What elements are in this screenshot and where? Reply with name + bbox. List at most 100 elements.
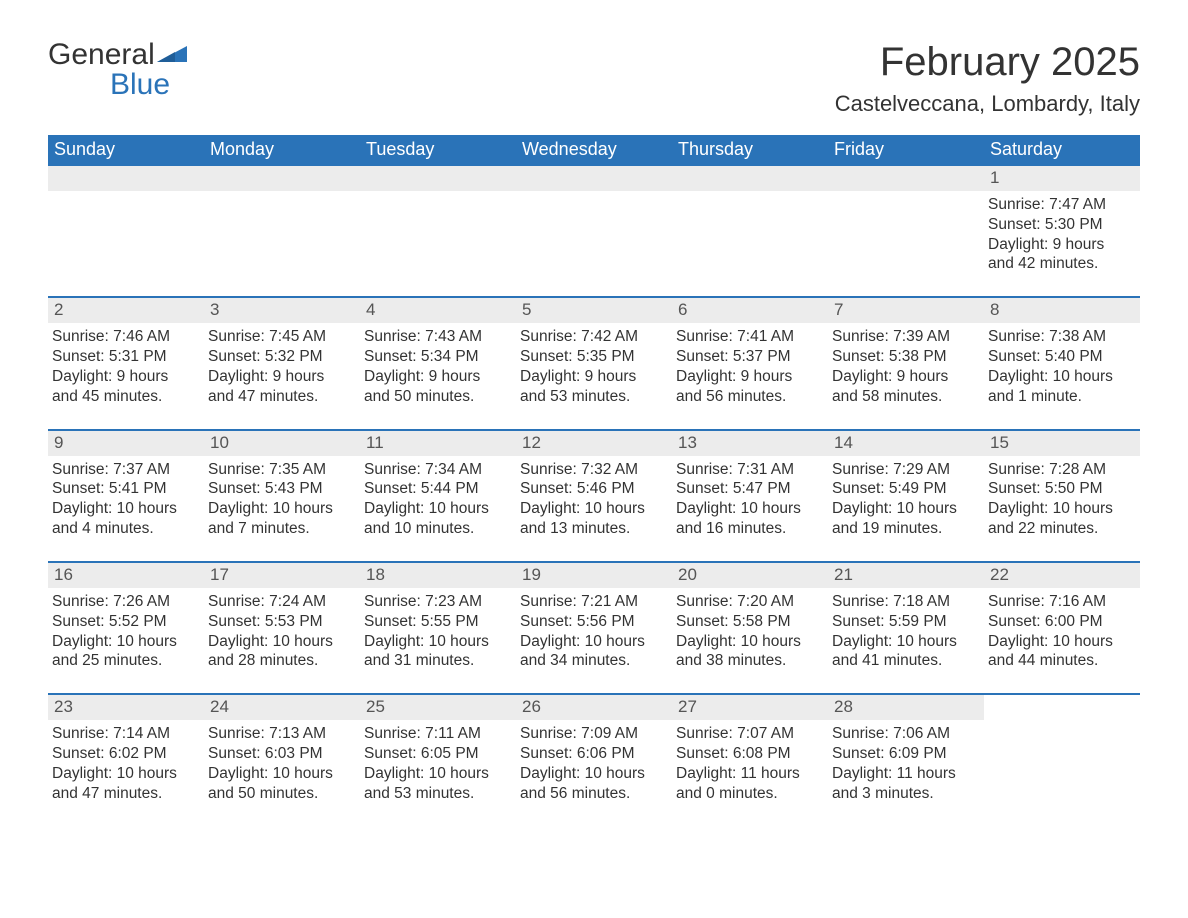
sunset-text: Sunset: 5:34 PM [364,347,510,367]
sunset-text: Sunset: 6:05 PM [364,744,510,764]
sunrise-text: Sunrise: 7:24 AM [208,592,354,612]
sunrise-text: Sunrise: 7:14 AM [52,724,198,744]
calendar-week: 9 Sunrise: 7:37 AMSunset: 5:41 PM Daylight… [48,429,1140,543]
calendar-day: 5Sunrise: 7:42 AMSunset: 5:35 PMDaylight… [516,298,672,410]
sunrise-text: Sunrise: 7:09 AM [520,724,666,744]
sunrise-text: Sunrise: 7:31 AM [676,460,822,480]
sunset-text: Sunset: 5:44 PM [364,479,510,499]
sunrise-text: Sunrise: 7:29 AM [832,460,978,480]
calendar-day: 26Sunrise: 7:09 AMSunset: 6:06 PMDayligh… [516,695,672,807]
day-details: Sunrise: 7:16 AMSunset: 6:00 PMDaylight:… [984,588,1140,675]
day-number [204,166,360,191]
sunrise-text: Sunrise: 7:37 AM [52,460,198,480]
logo-mark-icon [157,40,187,62]
daylight-text: Daylight: 11 hours and 0 minutes. [676,764,822,804]
daylight-text: Daylight: 10 hours and 53 minutes. [364,764,510,804]
sunrise-text: Sunrise: 7:47 AM [988,195,1134,215]
calendar-day: 22Sunrise: 7:16 AMSunset: 6:00 PMDayligh… [984,563,1140,675]
calendar-day: 27Sunrise: 7:07 AMSunset: 6:08 PMDayligh… [672,695,828,807]
day-number: 4 [360,298,516,323]
daylight-text: Daylight: 10 hours and 13 minutes. [520,499,666,539]
calendar-day: 21Sunrise: 7:18 AMSunset: 5:59 PMDayligh… [828,563,984,675]
day-number: 17 [204,563,360,588]
sunset-text: Sunset: 5:49 PM [832,479,978,499]
calendar-day: 18Sunrise: 7:23 AMSunset: 5:55 PMDayligh… [360,563,516,675]
day-number: 19 [516,563,672,588]
daylight-text: Daylight: 10 hours and 10 minutes. [364,499,510,539]
sunrise-text: Sunrise: 7:46 AM [52,327,198,347]
day-number: 28 [828,695,984,720]
sunset-text: Sunset: 5:32 PM [208,347,354,367]
sunrise-text: Sunrise: 7:26 AM [52,592,198,612]
day-number [828,166,984,191]
calendar-day: 25Sunrise: 7:11 AMSunset: 6:05 PMDayligh… [360,695,516,807]
day-details: Sunrise: 7:24 AMSunset: 5:53 PMDaylight:… [204,588,360,675]
day-details: Sunrise: 7:32 AMSunset: 5:46 PMDaylight:… [516,456,672,543]
day-details: Sunrise: 7:18 AMSunset: 5:59 PMDaylight:… [828,588,984,675]
day-details: Sunrise: 7:20 AMSunset: 5:58 PMDaylight:… [672,588,828,675]
day-number: 15 [984,431,1140,456]
sunrise-text: Sunrise: 7:23 AM [364,592,510,612]
calendar-day: 10Sunrise: 7:35 AMSunset: 5:43 PMDayligh… [204,431,360,543]
sunset-text: Sunset: 5:35 PM [520,347,666,367]
daylight-text: Daylight: 10 hours and 28 minutes. [208,632,354,672]
calendar: Sunday Monday Tuesday Wednesday Thursday… [48,135,1140,808]
sunrise-text: Sunrise: 7:42 AM [520,327,666,347]
sunrise-text: Sunrise: 7:35 AM [208,460,354,480]
day-number: 9 [48,431,204,456]
day-number: 2 [48,298,204,323]
daylight-text: Daylight: 10 hours and 38 minutes. [676,632,822,672]
sunset-text: Sunset: 5:41 PM [52,479,198,499]
day-number: 22 [984,563,1140,588]
daylight-text: Daylight: 9 hours and 58 minutes. [832,367,978,407]
day-details: Sunrise: 7:34 AMSunset: 5:44 PMDaylight:… [360,456,516,543]
day-number [516,166,672,191]
day-number [984,695,1140,720]
logo-blue: Blue [110,68,170,101]
sunrise-text: Sunrise: 7:32 AM [520,460,666,480]
weekday-sunday: Sunday [48,135,204,166]
sunset-text: Sunset: 5:43 PM [208,479,354,499]
sunset-text: Sunset: 5:40 PM [988,347,1134,367]
day-number: 6 [672,298,828,323]
sunset-text: Sunset: 5:55 PM [364,612,510,632]
weekday-saturday: Saturday [984,135,1140,166]
sunset-text: Sunset: 6:06 PM [520,744,666,764]
day-number: 16 [48,563,204,588]
day-details: Sunrise: 7:43 AMSunset: 5:34 PMDaylight:… [360,323,516,410]
day-details: Sunrise: 7:14 AMSunset: 6:02 PMDaylight:… [48,720,204,807]
sunset-text: Sunset: 5:59 PM [832,612,978,632]
calendar-day: 9Sunrise: 7:37 AMSunset: 5:41 PMDaylight… [48,431,204,543]
sunrise-text: Sunrise: 7:18 AM [832,592,978,612]
day-details: Sunrise: 7:21 AMSunset: 5:56 PMDaylight:… [516,588,672,675]
day-number [672,166,828,191]
day-details: Sunrise: 7:23 AMSunset: 5:55 PMDaylight:… [360,588,516,675]
sunset-text: Sunset: 5:53 PM [208,612,354,632]
day-number: 3 [204,298,360,323]
location: Castelveccana, Lombardy, Italy [835,91,1140,117]
calendar-day: 1Sunrise: 7:47 AMSunset: 5:30 PMDaylight… [984,166,1140,278]
calendar-day [516,166,672,278]
calendar-week: 2Sunrise: 7:46 AMSunset: 5:31 PMDaylight… [48,296,1140,410]
calendar-day: 28Sunrise: 7:06 AMSunset: 6:09 PMDayligh… [828,695,984,807]
calendar-week: 23Sunrise: 7:14 AMSunset: 6:02 PMDayligh… [48,693,1140,807]
day-details: Sunrise: 7:07 AMSunset: 6:08 PMDaylight:… [672,720,828,807]
sunset-text: Sunset: 5:46 PM [520,479,666,499]
day-details: Sunrise: 7:09 AMSunset: 6:06 PMDaylight:… [516,720,672,807]
sunset-text: Sunset: 5:52 PM [52,612,198,632]
calendar-day [828,166,984,278]
day-details: Sunrise: 7:46 AMSunset: 5:31 PMDaylight:… [48,323,204,410]
day-details: Sunrise: 7:35 AMSunset: 5:43 PMDaylight:… [204,456,360,543]
daylight-text: Daylight: 9 hours and 45 minutes. [52,367,198,407]
daylight-text: Daylight: 10 hours and 25 minutes. [52,632,198,672]
day-number: 5 [516,298,672,323]
daylight-text: Daylight: 10 hours and 1 minute. [988,367,1134,407]
sunrise-text: Sunrise: 7:06 AM [832,724,978,744]
sunrise-text: Sunrise: 7:39 AM [832,327,978,347]
sunrise-text: Sunrise: 7:38 AM [988,327,1134,347]
calendar-day [360,166,516,278]
sunrise-text: Sunrise: 7:07 AM [676,724,822,744]
sunrise-text: Sunrise: 7:28 AM [988,460,1134,480]
calendar-day: 19Sunrise: 7:21 AMSunset: 5:56 PMDayligh… [516,563,672,675]
calendar-day: 2Sunrise: 7:46 AMSunset: 5:31 PMDaylight… [48,298,204,410]
